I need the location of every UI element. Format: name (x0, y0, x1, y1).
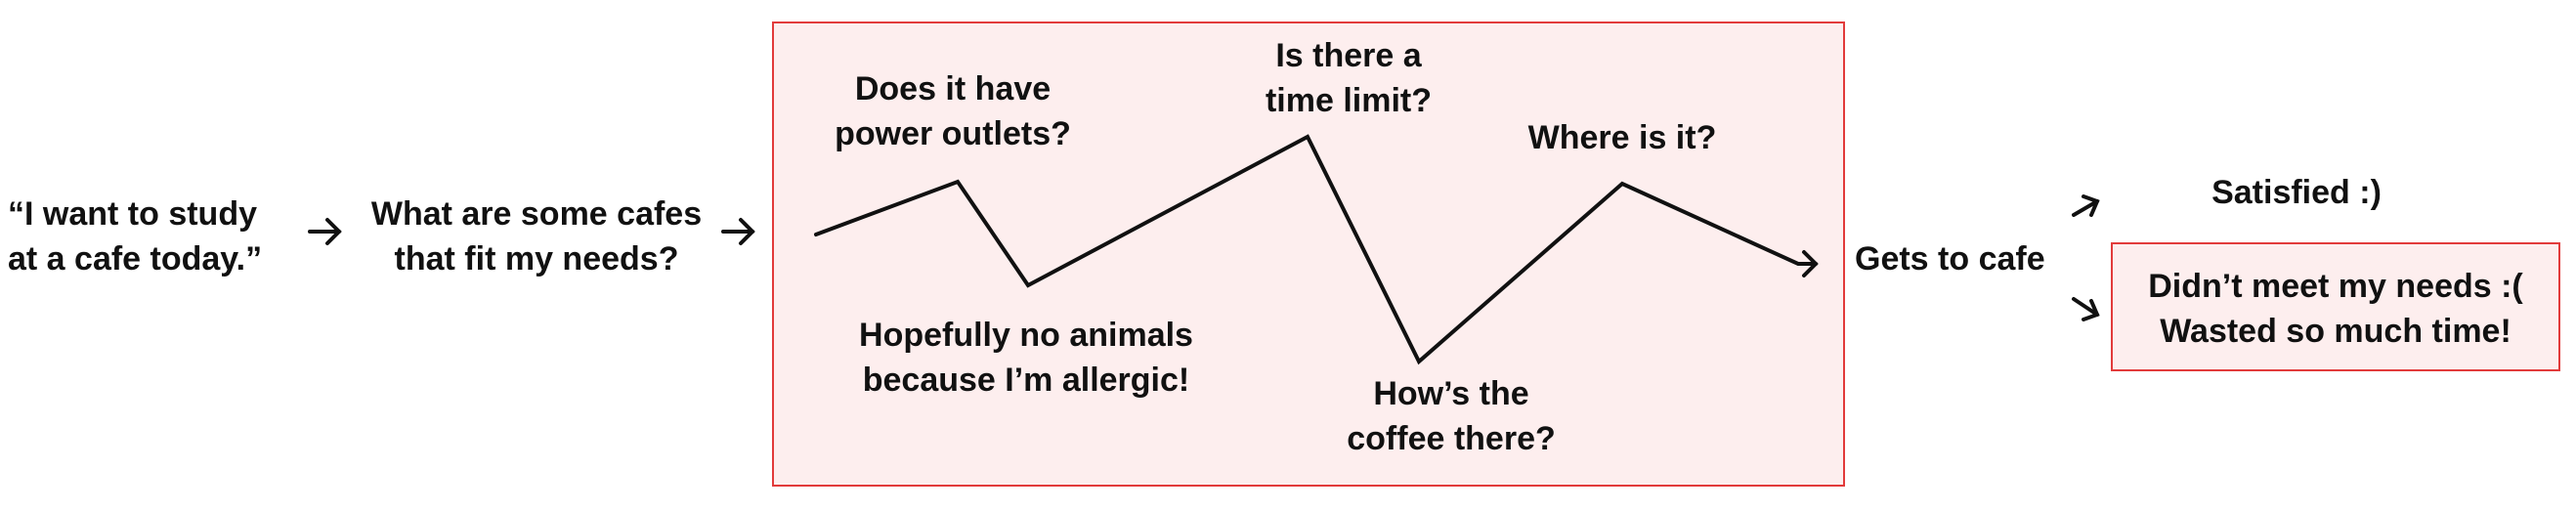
arrow-right-icon (721, 218, 755, 245)
concern-time-limit-line2: time limit? (1265, 82, 1433, 119)
search-question-line2: that fit my needs? (394, 240, 679, 277)
outcome-satisfied: Satisfied :) (2211, 174, 2382, 211)
arrow-up-right-icon (2072, 194, 2100, 217)
concern-power-outlets-line1: Does it have (854, 70, 1052, 107)
concern-coffee: How’s the coffee there? (1319, 371, 1583, 461)
concern-animals-line2: because I’m allergic! (862, 362, 1190, 399)
outcome-unsatisfied-box (2111, 242, 2560, 371)
concern-animals-line1: Hopefully no animals (859, 317, 1193, 354)
start-quote-line1: “I want to study (8, 195, 257, 233)
start-quote-line2: at a cafe today.” (8, 240, 263, 277)
concern-location-line1: Where is it? (1527, 119, 1717, 156)
concern-coffee-line2: coffee there? (1347, 420, 1556, 457)
concern-time-limit-line1: Is there a (1275, 37, 1422, 74)
concerns-box (772, 21, 1845, 487)
concern-power-outlets: Does it have power outlets? (806, 66, 1099, 156)
outcome-unsatisfied: Didn’t meet my needs :( Wasted so much t… (2111, 264, 2560, 354)
search-question: What are some cafes that fit my needs? (360, 192, 713, 281)
concern-time-limit: Is there a time limit? (1231, 33, 1466, 123)
arrow-right-icon (308, 218, 342, 245)
arrow-down-right-icon (2072, 297, 2100, 321)
concern-coffee-line1: How’s the (1373, 375, 1529, 412)
start-quote: “I want to study at a cafe today.” (8, 192, 262, 281)
gets-to-cafe: Gets to cafe (1855, 240, 2045, 277)
search-question-line1: What are some cafes (370, 195, 703, 233)
outcome-unsatisfied-line2: Wasted so much time! (2160, 313, 2512, 350)
concern-location: Where is it? (1505, 115, 1739, 160)
concern-power-outlets-line2: power outlets? (835, 115, 1071, 152)
concern-animals: Hopefully no animals because I’m allergi… (831, 313, 1222, 403)
outcome-unsatisfied-line1: Didn’t meet my needs :( (2148, 268, 2523, 305)
